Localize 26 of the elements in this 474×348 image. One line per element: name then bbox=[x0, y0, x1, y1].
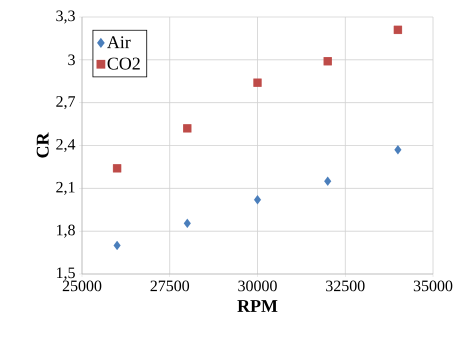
x-tick-label: 27500 bbox=[150, 280, 190, 292]
y-tick-label: 1,5 bbox=[56, 268, 75, 280]
x-tick-label: 35000 bbox=[414, 280, 452, 292]
x-axis-title: RPM bbox=[237, 300, 278, 312]
point bbox=[394, 145, 402, 154]
legend-label: CO2 bbox=[108, 58, 140, 70]
y-tick-label: 1,8 bbox=[56, 224, 75, 238]
point bbox=[394, 26, 402, 34]
point bbox=[324, 176, 332, 186]
y-tick-label: 3,3 bbox=[56, 10, 75, 24]
legend-label: Air bbox=[107, 36, 131, 48]
point bbox=[254, 195, 262, 204]
point bbox=[253, 78, 262, 87]
y-tick-label: 2,1 bbox=[56, 182, 75, 195]
y-axis-title: CR bbox=[36, 132, 49, 158]
x-tick-label: 32500 bbox=[326, 280, 365, 292]
point bbox=[112, 164, 122, 173]
x-tick-label: 25000 bbox=[62, 280, 102, 292]
y-tick-label: 2,7 bbox=[56, 96, 76, 110]
point bbox=[324, 57, 332, 66]
point bbox=[184, 218, 191, 228]
y-tick-label: 3 bbox=[68, 54, 75, 66]
x-tick-label: 30000 bbox=[238, 280, 277, 292]
point bbox=[183, 124, 192, 133]
y-tick-label: 2,4 bbox=[56, 139, 76, 152]
point bbox=[114, 240, 121, 250]
